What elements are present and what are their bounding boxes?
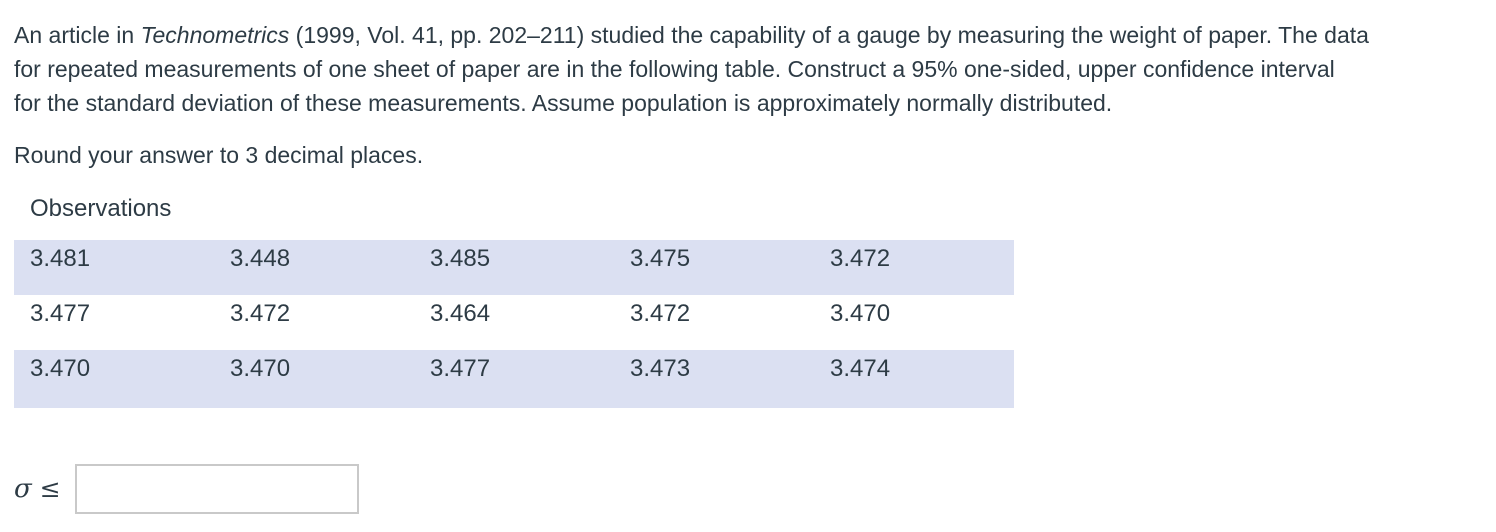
table-cell: 3.477 xyxy=(430,355,491,382)
table-cell: 3.481 xyxy=(30,245,91,272)
problem-line-3: for the standard deviation of these meas… xyxy=(14,90,1113,116)
table-row: 3.470 3.470 3.477 3.473 3.474 xyxy=(14,350,1014,408)
answer-input[interactable] xyxy=(74,464,359,514)
problem-line-2: for repeated measurements of one sheet o… xyxy=(14,56,1335,82)
observations-table: 3.481 3.448 3.485 3.475 3.472 3.477 3.47… xyxy=(14,240,1014,408)
table-cell: 3.464 xyxy=(430,300,491,327)
table-cell: 3.474 xyxy=(830,355,891,382)
sigma-symbol: σ xyxy=(14,474,32,504)
table-cell: 3.470 xyxy=(830,300,891,327)
journal-name: Technometrics xyxy=(140,22,290,48)
problem-line-1: An article in Technometrics (1999, Vol. … xyxy=(14,18,1482,52)
table-cell: 3.473 xyxy=(630,355,691,382)
table-cell: 3.472 xyxy=(230,300,291,327)
table-cell: 3.485 xyxy=(430,245,491,272)
table-cell: 3.470 xyxy=(230,355,291,382)
less-than-or-equal-symbol: ≤ xyxy=(39,474,61,503)
table-cell: 3.448 xyxy=(230,245,291,272)
table-cell: 3.472 xyxy=(630,300,691,327)
table-cell: 3.472 xyxy=(830,245,891,272)
table-cell: 3.477 xyxy=(30,300,91,327)
table-row: 3.481 3.448 3.485 3.475 3.472 xyxy=(14,240,1014,295)
problem-text-suffix: (1999, Vol. 41, pp. 202–211) studied the… xyxy=(289,22,1369,48)
question-panel: An article in Technometrics (1999, Vol. … xyxy=(14,18,1482,514)
table-row: 3.477 3.472 3.464 3.472 3.470 xyxy=(14,295,1014,350)
answer-row: σ ≤ xyxy=(14,464,1482,514)
rounding-instruction: Round your answer to 3 decimal places. xyxy=(14,142,424,168)
problem-statement: An article in Technometrics (1999, Vol. … xyxy=(14,18,1482,120)
table-cell: 3.475 xyxy=(630,245,691,272)
problem-text-prefix: An article in xyxy=(14,22,141,48)
table-title: Observations xyxy=(30,195,172,222)
table-cell: 3.470 xyxy=(30,355,91,382)
